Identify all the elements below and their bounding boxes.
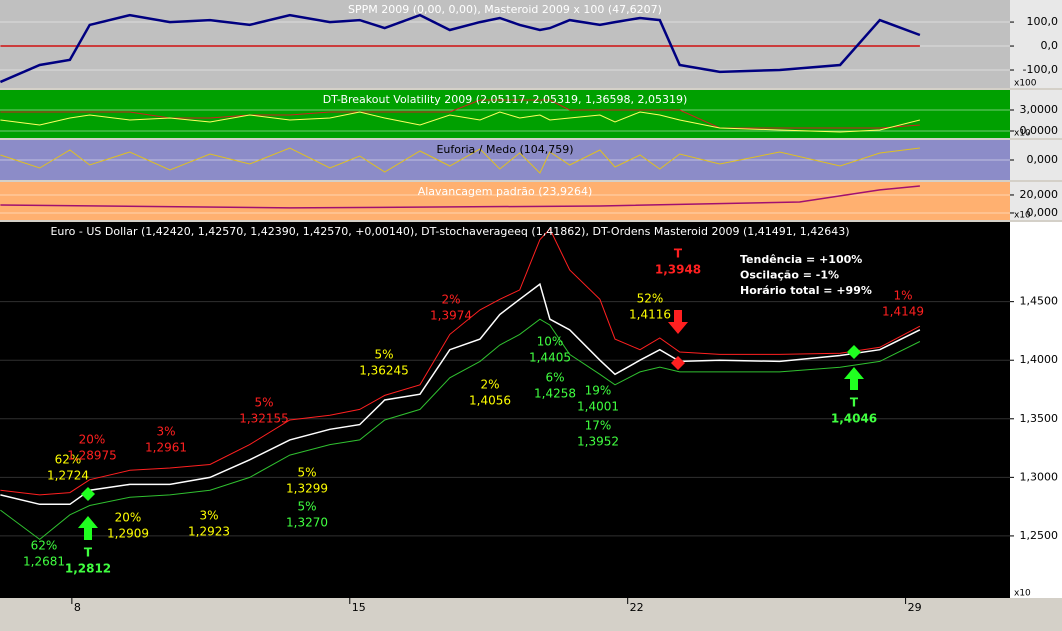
annotation: 1,4046 — [831, 412, 877, 426]
y-tick-label: 1,2500 — [1020, 529, 1059, 542]
buy-arrow — [844, 367, 864, 390]
sell-arrow — [668, 310, 688, 334]
info-text: Horário total = +99% — [740, 284, 872, 297]
annotation: 1,4056 — [469, 394, 511, 408]
annotation: 1,32155 — [239, 412, 289, 426]
axis-note: x10 — [1014, 129, 1031, 139]
axis-note: x100 — [1014, 79, 1037, 89]
annotation: 1% — [893, 289, 912, 303]
annotation: 1,2681 — [23, 555, 65, 569]
buy-arrow — [78, 516, 98, 540]
y-tick-label: -100,0 — [1023, 63, 1058, 76]
info-text: Oscilação = -1% — [740, 269, 839, 282]
annotation: 5% — [374, 348, 393, 362]
annotation: 5% — [297, 500, 316, 514]
x-tick-label: 29 — [908, 601, 922, 614]
panel-title: Euro - US Dollar (1,42420, 1,42570, 1,42… — [50, 225, 849, 238]
y-tick-label: 0,000 — [1027, 206, 1059, 219]
annotation: 1,2812 — [65, 562, 111, 576]
annotation: 2% — [480, 378, 499, 392]
annotation: 1,4001 — [577, 400, 619, 414]
y-tick-label: 100,0 — [1027, 15, 1059, 28]
annotation: 62% — [31, 539, 58, 553]
annotation: T — [850, 396, 859, 410]
annotation: 1,4149 — [882, 305, 924, 319]
annotation: 1,2724 — [47, 469, 89, 483]
y-tick-label: 1,4000 — [1020, 353, 1059, 366]
axis-area — [1010, 182, 1062, 220]
signal-marker — [671, 356, 685, 370]
info-text: Tendência = +100% — [740, 253, 862, 266]
series-line — [0, 111, 921, 133]
annotation: 1,36245 — [359, 364, 409, 378]
y-tick-label: 1,3000 — [1020, 470, 1059, 483]
axis-note: x10 — [1014, 211, 1031, 221]
axis-note: x10 — [1014, 589, 1031, 599]
y-tick-label: 0,0000 — [1020, 124, 1059, 137]
annotation: 10% — [537, 335, 564, 349]
annotation: 1,3952 — [577, 435, 619, 449]
series-line — [0, 228, 921, 496]
annotation: 5% — [297, 466, 316, 480]
x-tick-label: 8 — [74, 601, 81, 614]
panel-background — [0, 182, 1010, 220]
y-tick-label: 0,0 — [1041, 39, 1059, 52]
annotation: 19% — [585, 384, 612, 398]
panel-title: Euforia / Medo (104,759) — [436, 143, 573, 156]
annotation: 20% — [115, 511, 142, 525]
annotation: 1,3299 — [286, 482, 328, 496]
annotation: 6% — [545, 371, 564, 385]
panel-background — [0, 140, 1010, 180]
series-line — [0, 13, 921, 84]
marks: 100,0 0,0 -100,0 SPPM 2009 (0,00, 0,00), Ma… — [0, 0, 1062, 614]
series-line — [0, 282, 921, 506]
annotation: 3% — [199, 509, 218, 523]
annotation: 1,2923 — [188, 525, 230, 539]
y-tick-label: 0,000 — [1027, 153, 1059, 166]
annotation: 52% — [637, 292, 664, 306]
y-tick-label: 3,0000 — [1020, 103, 1059, 116]
axis-area — [1010, 0, 1062, 88]
series-line — [0, 185, 920, 209]
annotation: T — [84, 546, 93, 560]
annotation: 1,4405 — [529, 351, 571, 365]
annotation: T — [674, 247, 683, 261]
annotation: 1,2961 — [145, 441, 187, 455]
annotation: 1,4258 — [534, 387, 576, 401]
y-tick-label: 1,4500 — [1020, 295, 1059, 308]
panel-title: DT-Breakout Volatility 2009 (2,05117, 2,… — [323, 93, 688, 106]
x-tick-label: 15 — [352, 601, 366, 614]
annotation: 3% — [156, 425, 175, 439]
axis-area — [1010, 140, 1062, 180]
annotation: 2% — [441, 293, 460, 307]
annotation: 17% — [585, 419, 612, 433]
annotation: 20% — [79, 433, 106, 447]
panel-background — [0, 222, 1010, 598]
series-line — [0, 99, 920, 129]
annotation: 1,3270 — [286, 516, 328, 530]
annotation: 1,4116 — [629, 308, 671, 322]
arrows — [78, 310, 864, 540]
panel-title: SPPM 2009 (0,00, 0,00), Masteroid 2009 x… — [348, 3, 662, 16]
y-tick-label: 20,000 — [1020, 188, 1059, 201]
main-axis-area — [1010, 222, 1062, 598]
series-line — [0, 147, 920, 174]
annotation: 62% — [55, 453, 82, 467]
y-tick-label: 1,3500 — [1020, 412, 1059, 425]
annotation: 5% — [254, 396, 273, 410]
panel-background — [0, 0, 1010, 88]
axis-area — [1010, 90, 1062, 138]
annotation: 1,3948 — [655, 263, 701, 277]
panel-title: Alavancagem padrão (23,9264) — [418, 185, 593, 198]
x-tick-label: 22 — [630, 601, 644, 614]
signal-marker — [847, 345, 861, 359]
annotation: 1,2909 — [107, 527, 149, 541]
annotation: 1,28975 — [67, 449, 117, 463]
annotation: 1,3974 — [430, 309, 472, 323]
series-line — [0, 318, 921, 541]
signal-marker — [81, 487, 95, 501]
